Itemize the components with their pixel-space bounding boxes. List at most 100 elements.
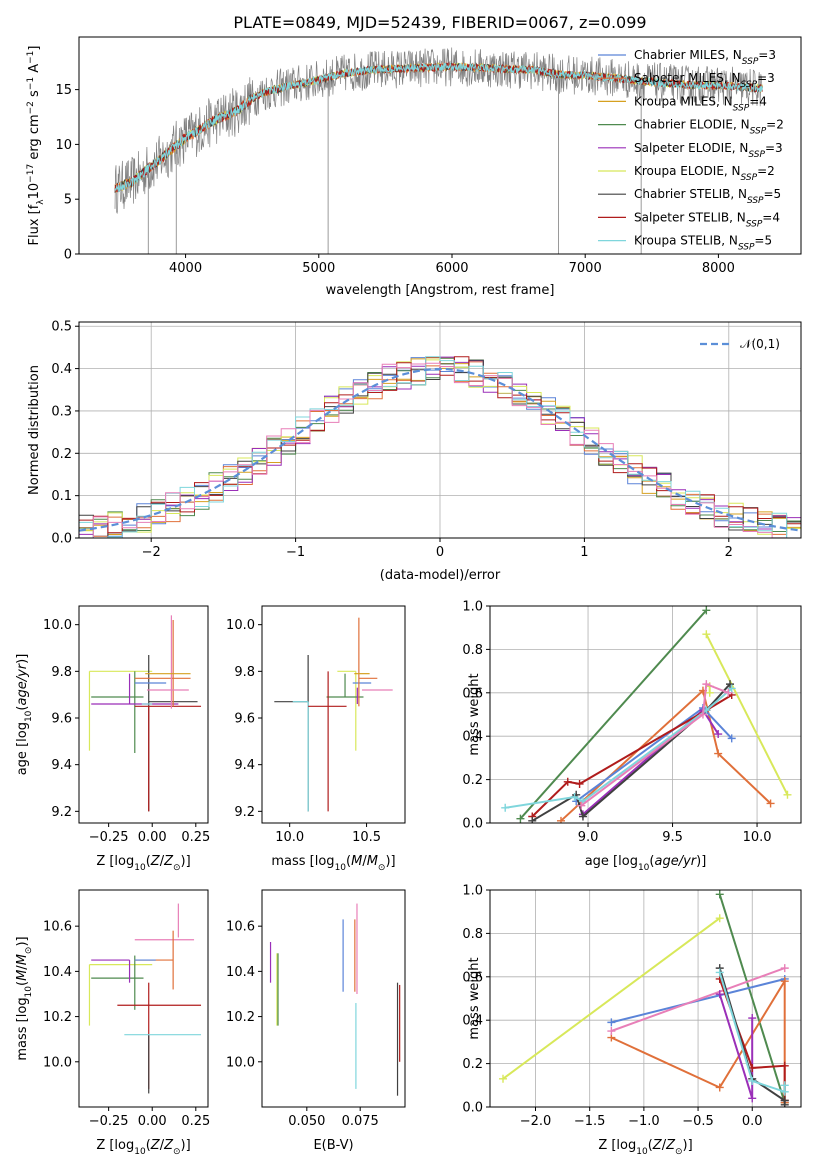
y-tick-label: 10.4 <box>226 965 255 980</box>
label-part: 10 <box>27 183 42 200</box>
plot-marks <box>499 890 789 1107</box>
weight-marker <box>563 777 572 786</box>
label-part: −2 <box>26 101 36 114</box>
label-part: 10 <box>134 1147 146 1157</box>
y-tick-label: 0.0 <box>462 817 483 832</box>
weight-marker <box>607 1027 616 1036</box>
x-tick-label: 6000 <box>435 261 468 276</box>
legend-label: Chabrier MILES, NSSP=3 <box>634 48 776 67</box>
weight-line <box>519 609 708 820</box>
weight-marker <box>702 680 711 689</box>
y-tick-label: 10.6 <box>43 920 72 935</box>
legend-suffix: =3 <box>765 141 783 155</box>
x-tick-label: 0.00 <box>138 830 167 845</box>
plot-marks <box>88 615 202 812</box>
label-part: ( <box>648 1138 653 1153</box>
data-point <box>91 673 179 705</box>
x-axis-label: Z [log10(Z/Z⊙)] <box>96 1138 190 1157</box>
x-tick-label: −1.5 <box>574 1114 606 1129</box>
label-part: erg cm <box>27 114 42 163</box>
weight-line <box>531 683 731 822</box>
legend-suffix: =5 <box>754 234 772 248</box>
legend-sub: SSP <box>741 80 758 90</box>
y-tick-label: 10.0 <box>43 618 72 633</box>
y-tick-label: 0.0 <box>462 1101 483 1116</box>
weight-series <box>715 990 757 1103</box>
weight-marker <box>577 801 586 810</box>
label-part: )] <box>15 936 30 946</box>
legend-sub: SSP <box>750 127 767 137</box>
legend-sub: SSP <box>733 103 750 113</box>
legend-label: Salpeter MILES, NSSP=3 <box>634 71 775 90</box>
y-tick-label: 9.8 <box>234 665 255 680</box>
weight-marker <box>575 779 584 788</box>
x-axis-label: Z [log10(Z/Z⊙)] <box>96 854 190 873</box>
label-part: 10 <box>24 710 34 722</box>
x-axis-label: mass [log10(M/M⊙)] <box>271 854 395 873</box>
axes-frame <box>489 889 802 1108</box>
weight-series <box>516 606 711 823</box>
label-part: )] <box>181 1138 191 1153</box>
x-tick-label: 8000 <box>702 261 735 276</box>
weight-marker <box>727 734 736 743</box>
y-tick-label: 0.2 <box>462 1057 483 1072</box>
y-tick-label: 0.4 <box>462 1014 483 1029</box>
y-tick-label: 9.2 <box>51 805 72 820</box>
data-point <box>134 705 202 812</box>
label-part: age/yr <box>654 854 697 869</box>
legend-suffix: =5 <box>764 187 782 201</box>
label-part: )] <box>15 654 30 664</box>
legend-text: Kroupa MILES, N <box>634 94 733 108</box>
label-part: M <box>15 954 30 965</box>
axes-frame <box>261 605 406 824</box>
plot-marks <box>114 47 763 254</box>
label-part: ⊙ <box>378 863 386 873</box>
label-part: ⊙ <box>173 863 181 873</box>
legend-sub: SSP <box>741 173 758 183</box>
weight-marker <box>715 890 724 899</box>
weight-marker <box>748 1076 757 1085</box>
label-part: ( <box>146 1138 151 1153</box>
x-tick-label: 4000 <box>169 261 202 276</box>
plot-marks <box>269 903 401 1096</box>
weight-series <box>499 914 724 1083</box>
y-tick-label: 9.4 <box>51 758 72 773</box>
weight-line <box>502 917 721 1080</box>
y-tick-label: 1.0 <box>462 600 483 615</box>
data-point <box>326 673 364 698</box>
weight-marker <box>516 814 525 823</box>
label-part: Z <box>163 854 174 869</box>
weight-marker <box>501 803 510 812</box>
spectrum-observed <box>114 47 763 215</box>
legend-text: Salpeter STELIB, N <box>634 210 746 224</box>
label-part: −17 <box>26 164 36 183</box>
legend-label: Kroupa MILES, NSSP=4 <box>634 94 767 113</box>
y-tick-label: 10.0 <box>43 1055 72 1070</box>
weight-marker <box>783 790 792 799</box>
weight-series <box>607 964 789 1036</box>
weight-line <box>611 978 785 1024</box>
legend-sub: SSP <box>738 243 755 253</box>
label-part: Z <box>652 1138 663 1153</box>
weight-marker <box>715 1083 724 1092</box>
weight-line <box>611 967 786 1032</box>
y-tick-label: 10.2 <box>226 1010 255 1025</box>
label-part: )] <box>696 854 706 869</box>
legend-text: Salpeter ELODIE, N <box>634 141 748 155</box>
y-tick-label: 0.5 <box>51 320 72 335</box>
legend-label: Kroupa ELODIE, NSSP=2 <box>634 164 775 183</box>
data-point <box>88 963 153 1026</box>
data-point <box>134 620 191 707</box>
weight-series <box>715 968 789 1096</box>
y-tick-label: 10 <box>55 138 72 153</box>
label-part: age [log <box>585 854 638 869</box>
label-part: M <box>367 854 378 869</box>
legend-suffix: =2 <box>757 164 775 178</box>
weight-marker <box>702 630 711 639</box>
data-point <box>274 655 309 812</box>
weight-series <box>577 680 733 810</box>
label-part: M <box>15 970 30 981</box>
weight-marker <box>702 606 711 615</box>
